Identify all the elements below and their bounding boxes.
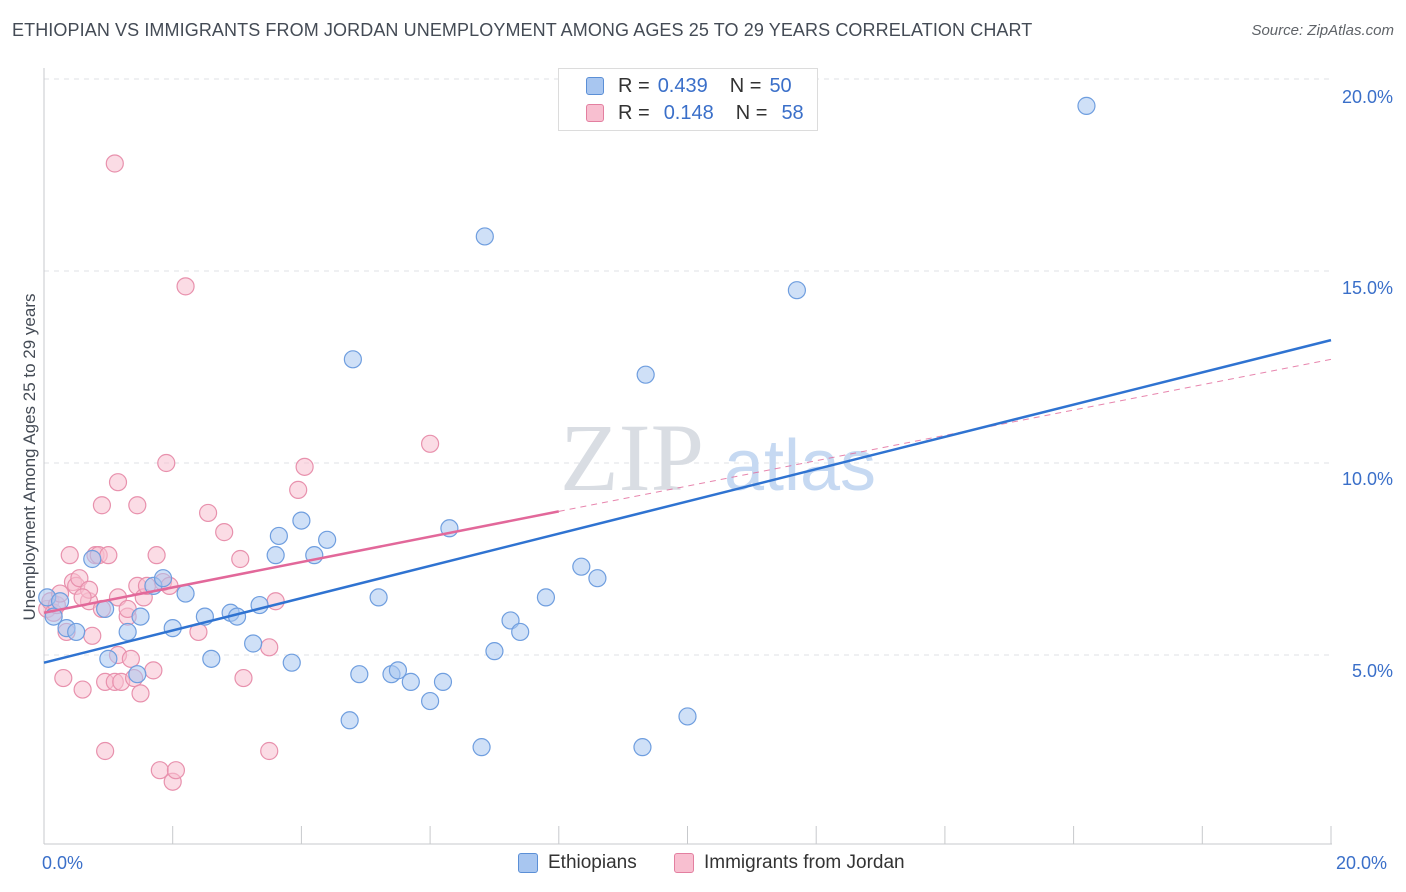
legend-swatch-jordan [586, 104, 604, 122]
ethiopians-point [388, 661, 408, 680]
jordan-point [83, 626, 102, 645]
ethiopians-point [67, 622, 86, 642]
watermark-atlas: atlas [724, 426, 876, 506]
legend-row-ethiopians: R = 0.439 N = 50 [586, 74, 792, 98]
ethiopians-point [282, 653, 301, 672]
jordan-point [295, 457, 314, 476]
jordan-point [108, 473, 128, 492]
bottom-legend-swatch-ethiopians [518, 853, 538, 873]
ethiopians-point [633, 738, 652, 757]
chart-title: ETHIOPIAN VS IMMIGRANTS FROM JORDAN UNEM… [12, 20, 1033, 40]
ethiopians-point [99, 649, 118, 668]
ethiopians-point [1077, 96, 1096, 115]
bottom-legend-label-jordan: Immigrants from Jordan [704, 852, 905, 873]
x-tick-label-max: 20.0% [1336, 853, 1388, 873]
legend-swatch-ethiopians [586, 77, 604, 95]
jordan-point [99, 546, 118, 565]
jordan-point [121, 649, 140, 668]
ethiopians-point [401, 672, 420, 691]
jordan-point [260, 741, 279, 761]
jordan-point [157, 453, 176, 473]
bottom-legend-jordan: Immigrants from Jordan [674, 852, 905, 874]
jordan-point [96, 741, 115, 761]
jordan-point [215, 523, 234, 542]
jordan-point [166, 761, 186, 780]
legend-r-value: 0.439 [657, 74, 708, 97]
legend-n-value: 58 [781, 101, 804, 124]
ethiopians-point [153, 569, 173, 588]
jordan-point [60, 546, 79, 565]
ethiopians-point [128, 665, 147, 684]
ethiopians-point [369, 588, 388, 607]
ethiopians-point [433, 672, 453, 691]
jordan-point [128, 496, 147, 515]
ethiopians-point [318, 530, 337, 549]
ethiopians-point [292, 511, 311, 530]
ethiopians-point [244, 634, 263, 653]
jordan-point [92, 496, 112, 515]
ethiopians-point [83, 549, 102, 569]
legend-r-value: 0.148 [663, 101, 714, 124]
legend-r-label: R = [618, 74, 650, 97]
ethiopians-point [421, 691, 440, 711]
ethiopians-point [636, 365, 655, 384]
ethiopians-trend-line [43, 338, 1332, 664]
ethiopians-point [343, 350, 362, 369]
trend-lines [43, 338, 1332, 664]
ethiopians-point [511, 622, 530, 642]
y-axis-label: Unemployment Among Ages 25 to 29 years [20, 293, 39, 621]
legend-n-label: N = [729, 74, 762, 97]
grid-lines [44, 78, 1332, 656]
y-tick-label-20: 20.0% [1341, 87, 1393, 107]
ethiopians-point [475, 227, 494, 246]
legend-row-jordan: R = 0.148 N = 58 [586, 101, 804, 125]
ethiopians-point [572, 557, 591, 576]
jordan-point [234, 668, 253, 688]
ethiopians-point [787, 281, 806, 300]
jordan-point [198, 503, 218, 523]
series-jordan-points [38, 154, 440, 791]
ethiopians-point [472, 738, 491, 757]
legend-r-label: R = [618, 101, 650, 124]
y-tick-label-15: 15.0% [1341, 278, 1393, 298]
legend-n-label: N = [735, 101, 768, 124]
watermark-zip: ZIP [560, 404, 704, 511]
ethiopians-point [131, 607, 150, 626]
ethiopians-point [536, 588, 556, 607]
jordan-point [421, 434, 440, 453]
ethiopians-point [340, 711, 359, 730]
jordan-point [231, 549, 250, 569]
watermark: ZIP atlas [560, 404, 876, 511]
ethiopians-point [485, 642, 504, 661]
jordan-point [73, 680, 92, 699]
axes [43, 68, 1332, 845]
chart-source: Source: ZipAtlas.com [1251, 22, 1394, 39]
ethiopians-point [350, 665, 369, 684]
ethiopians-point [588, 569, 607, 588]
jordan-point [144, 661, 163, 680]
ethiopians-point [202, 649, 221, 668]
jordan-point [105, 154, 124, 173]
legend-n-value: 50 [769, 74, 792, 97]
jordan-point [147, 546, 166, 565]
jordan-point [131, 684, 150, 703]
series-ethiopians-points [38, 96, 1096, 757]
y-tick-label-5: 5.0% [1351, 661, 1393, 681]
ethiopians-point [678, 707, 697, 726]
jordan-point [176, 277, 195, 296]
jordan-point [260, 638, 279, 657]
jordan-point [289, 480, 308, 499]
bottom-legend-swatch-jordan [674, 853, 694, 873]
ethiopians-point [118, 622, 137, 642]
ethiopians-point [269, 526, 288, 546]
jordan-trend-line [43, 510, 560, 614]
bottom-legend-ethiopians: Ethiopians [518, 852, 637, 874]
y-tick-label-10: 10.0% [1341, 469, 1393, 489]
ethiopians-point [176, 584, 195, 603]
jordan-point [54, 668, 73, 688]
ethiopians-point [266, 546, 285, 565]
x-tick-label-min: 0.0% [42, 853, 84, 873]
bottom-legend-label-ethiopians: Ethiopians [548, 852, 637, 873]
